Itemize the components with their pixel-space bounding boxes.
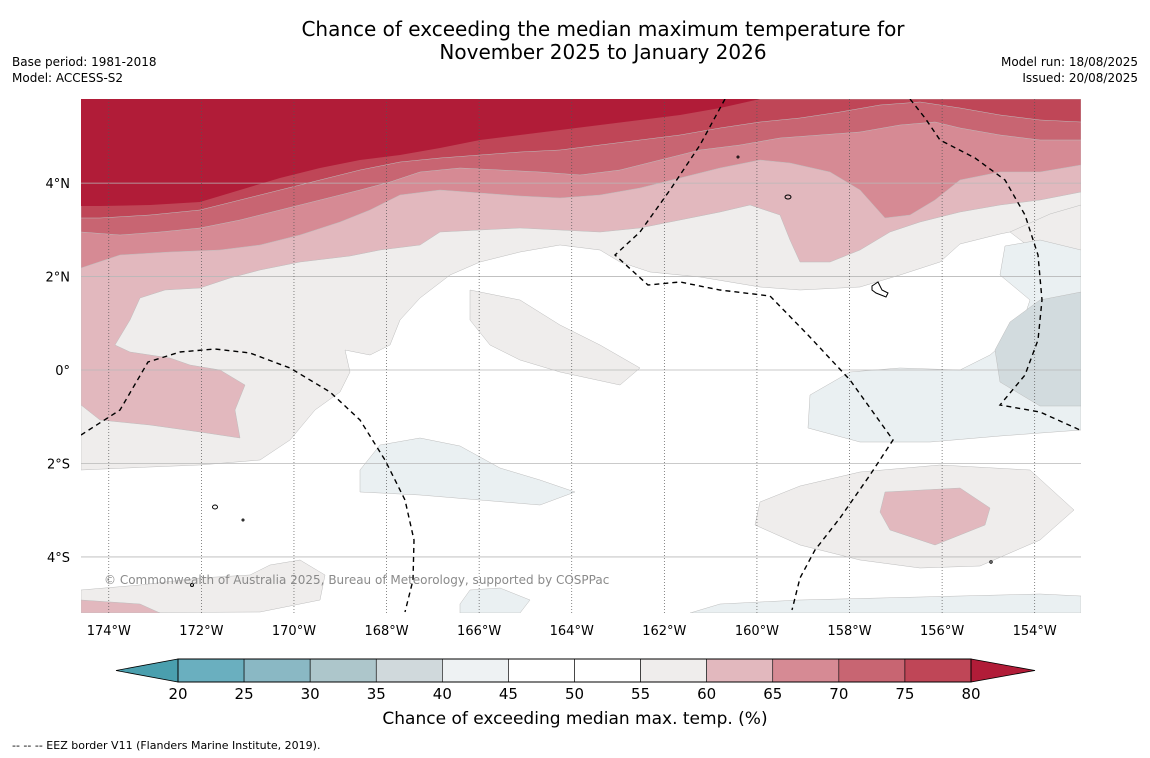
band-85: [81, 99, 760, 206]
colorbar-tick-2: 30: [301, 685, 320, 703]
chart-title-line-2: November 2025 to January 2026: [439, 40, 767, 64]
colorbar-segment-8: [706, 658, 774, 683]
colorbar-segment-10: [838, 658, 906, 683]
lat-label-4: 4°S: [47, 551, 70, 566]
colorbar-segment-2: [309, 658, 377, 683]
chart-title-line-1: Chance of exceeding the median maximum t…: [301, 17, 905, 41]
lon-label-5: 164°W: [550, 624, 594, 639]
colorbar-segment-9: [772, 658, 840, 683]
band-40-se: [689, 593, 1081, 613]
band-40-south: [459, 587, 531, 613]
band-60-sw: [81, 559, 326, 613]
colorbar-outline: [177, 658, 972, 683]
meta-right: Model run: 18/08/2025 Issued: 20/08/2025: [1001, 54, 1138, 86]
eez-borders: [81, 99, 1081, 613]
lon-label-1: 172°W: [179, 624, 223, 639]
island-howland: [212, 504, 218, 510]
lon-label-7: 160°W: [735, 624, 779, 639]
colorbar-segment-1: [243, 658, 311, 683]
island-small-3: [736, 155, 740, 159]
colorbar-tick-3: 35: [367, 685, 386, 703]
lon-label-6: 162°W: [642, 624, 686, 639]
eez-border-west: [81, 348, 415, 613]
copyright-notice: © Commonwealth of Australia 2025, Bureau…: [104, 573, 609, 587]
meta-left: Base period: 1981-2018 Model: ACCESS-S2: [12, 54, 157, 86]
eez-border-east: [909, 99, 1081, 431]
band-65-south: [879, 487, 991, 546]
colorbar: 20 25 30 35 40 45 50 55 60 65 70 75 80: [115, 658, 1036, 703]
island-small-4: [989, 560, 993, 564]
colorbar-tick-6: 50: [565, 685, 584, 703]
islands: [190, 155, 993, 587]
lon-label-10: 154°W: [1013, 624, 1057, 639]
island-small-1: [241, 518, 245, 522]
colorbar-extend-high: [970, 658, 1036, 683]
lat-label-3: 2°S: [47, 457, 70, 472]
lon-label-8: 158°W: [827, 624, 871, 639]
chart-title: Chance of exceeding the median maximum t…: [200, 18, 1006, 64]
island-small-2: [190, 583, 194, 587]
colorbar-extend-low: [115, 658, 179, 683]
lat-label-2: 0°: [55, 364, 70, 379]
model-name: Model: ACCESS-S2: [12, 71, 124, 85]
band-65-sw: [81, 599, 161, 613]
colorbar-tick-9: 65: [763, 685, 782, 703]
lat-label-0: 4°N: [46, 177, 71, 192]
colorbar-tick-11: 75: [895, 685, 914, 703]
colorbar-tick-12: 80: [961, 685, 980, 703]
issued-date: Issued: 20/08/2025: [1022, 71, 1138, 85]
colorbar-segment-7: [640, 658, 707, 683]
colorbar-tick-10: 70: [829, 685, 848, 703]
colorbar-tick-0: 20: [168, 685, 187, 703]
colorbar-tick-4: 40: [433, 685, 452, 703]
lon-label-3: 168°W: [364, 624, 408, 639]
colorbar-tick-5: 45: [499, 685, 518, 703]
band-40-east: [807, 239, 1081, 443]
longitude-labels: 174°W 172°W 170°W 168°W 166°W 164°W 162°W 160°W…: [87, 624, 1057, 639]
colorbar-segment-6: [574, 658, 641, 683]
colorbar-segment-0: [177, 658, 245, 683]
map-grid: [81, 99, 1081, 613]
band-60-mid: [469, 289, 641, 386]
lon-label-4: 166°W: [457, 624, 501, 639]
band-40-mid: [359, 437, 576, 506]
colorbar-tick-1: 25: [235, 685, 254, 703]
lon-label-9: 156°W: [920, 624, 964, 639]
eez-footer-note: -- -- -- EEZ border V11 (Flanders Marine…: [12, 739, 321, 752]
colorbar-segment-3: [375, 658, 443, 683]
eez-border-central: [613, 99, 894, 611]
colorbar-tick-8: 60: [697, 685, 716, 703]
colorbar-segment-11: [904, 658, 972, 683]
colorbar-segment-5: [508, 658, 575, 683]
island-jarvis: [784, 194, 792, 200]
lon-label-2: 170°W: [272, 624, 316, 639]
lon-label-0: 174°W: [87, 624, 131, 639]
colorbar-label: Chance of exceeding median max. temp. (%…: [382, 709, 768, 729]
base-period: Base period: 1981-2018: [12, 55, 157, 69]
island-kiritimati: [871, 281, 889, 298]
colorbar-tick-7: 55: [631, 685, 650, 703]
latitude-labels: 4°N 2°N 0° 2°S 4°S: [46, 177, 71, 566]
lat-label-1: 2°N: [46, 271, 71, 286]
model-run: Model run: 18/08/2025: [1000, 55, 1138, 69]
colorbar-segment-4: [442, 658, 509, 683]
